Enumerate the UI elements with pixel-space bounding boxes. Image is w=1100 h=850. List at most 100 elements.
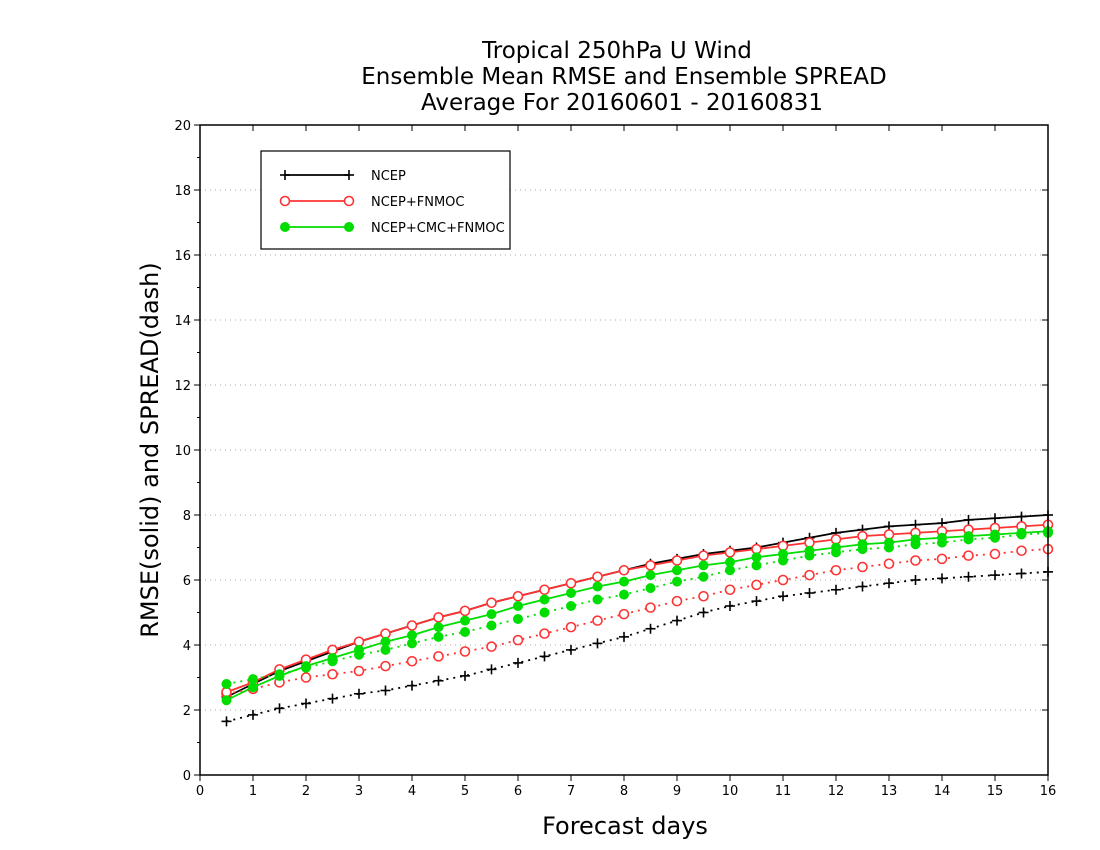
spread-point: [380, 660, 391, 672]
x-tick-label: 4: [408, 784, 416, 799]
spread-point: [512, 634, 524, 646]
y-axis-label: RMSE(solid) and SPREAD(dash): [136, 262, 164, 638]
spread-point: [671, 595, 683, 607]
spread-point: [777, 574, 789, 586]
spread-point: [698, 607, 709, 618]
y-tick-label: 0: [183, 769, 191, 784]
spread-point: [301, 698, 311, 709]
rmse-point: [671, 555, 683, 566]
title-line-2: Ensemble Mean RMSE and Ensemble SPREAD: [361, 64, 886, 90]
rmse-point: [672, 565, 682, 576]
spread-line: [226, 531, 1049, 685]
spread-point: [433, 651, 444, 662]
spread-point: [645, 623, 656, 634]
spread-point: [936, 553, 948, 565]
spread-point: [1016, 545, 1027, 557]
rmse-point: [459, 605, 471, 617]
rmse-point: [565, 577, 577, 589]
spread-point: [513, 657, 523, 668]
spread-point: [937, 573, 947, 584]
rmse-point: [645, 560, 656, 571]
rmse-point: [857, 539, 868, 550]
x-tick-label: 12: [828, 784, 845, 799]
spread-point: [486, 620, 497, 631]
spread-point: [459, 646, 471, 657]
spread-point: [460, 670, 470, 681]
x-tick-label: 8: [620, 784, 628, 799]
x-tick-label: 6: [514, 784, 522, 799]
spread-point: [778, 591, 788, 602]
rmse-point: [221, 695, 232, 706]
x-tick-label: 2: [302, 784, 310, 799]
spread-point: [910, 575, 921, 585]
spread-point: [486, 664, 497, 675]
rmse-point: [513, 601, 523, 611]
x-tick-label: 1: [249, 784, 257, 799]
spread-point: [300, 672, 312, 683]
spread-point: [592, 638, 603, 649]
spread-point: [565, 621, 577, 633]
rmse-point: [778, 549, 788, 559]
rmse-point: [751, 552, 762, 563]
spread-point: [406, 655, 418, 667]
rmse-point: [301, 661, 311, 672]
rmse-point: [433, 612, 444, 623]
spread-point: [963, 571, 974, 582]
spread-point: [910, 555, 921, 566]
rmse-point: [618, 564, 630, 576]
rmse-point: [512, 590, 524, 602]
y-tick-label: 2: [183, 704, 191, 719]
rmse-point: [539, 584, 550, 596]
legend-marker-right: [343, 195, 355, 207]
spread-point: [619, 631, 629, 642]
x-tick-label: 16: [1040, 784, 1057, 799]
spread-point: [592, 594, 603, 605]
rmse-line: [226, 530, 1049, 702]
spread-point: [221, 679, 232, 689]
rmse-point: [433, 622, 444, 633]
spread-point: [884, 578, 894, 589]
rmse-point: [539, 594, 550, 605]
legend-marker-right: [344, 170, 354, 180]
chart-title: Tropical 250hPa U Wind Ensemble Mean RMS…: [361, 38, 886, 116]
rmse-point: [592, 571, 603, 583]
legend-marker-right: [344, 222, 354, 232]
rmse-point: [406, 620, 418, 631]
spread-point: [592, 615, 603, 626]
spread-point: [672, 576, 682, 587]
rmse-line: [226, 514, 1049, 698]
spread-point: [566, 644, 576, 655]
rmse-point: [407, 630, 417, 641]
plot-series: [221, 510, 1054, 727]
rmse-point: [486, 597, 497, 609]
spread-line: [226, 548, 1049, 695]
rmse-point: [910, 534, 921, 545]
spread-point: [380, 685, 391, 696]
spread-point: [857, 581, 868, 592]
rmse-point: [248, 682, 258, 693]
spread-point: [751, 596, 762, 607]
rmse-point: [566, 588, 576, 598]
spread-point: [990, 570, 1000, 581]
rmse-point: [380, 636, 391, 647]
y-tick-label: 16: [174, 249, 191, 264]
spread-point: [672, 615, 682, 626]
y-tick-label: 20: [174, 119, 191, 134]
x-tick-label: 7: [567, 784, 575, 799]
rmse-point: [592, 581, 603, 592]
y-tick-label: 14: [174, 314, 191, 329]
legend-label: NCEP: [371, 169, 406, 184]
rmse-point: [486, 609, 497, 620]
spread-point: [486, 641, 497, 652]
x-tick-label: 13: [881, 784, 898, 799]
y-tick-label: 8: [183, 509, 191, 524]
spread-point: [433, 631, 444, 642]
rmse-point: [963, 514, 974, 525]
legend-marker-left: [280, 170, 290, 180]
y-tick-label: 4: [183, 639, 191, 654]
spread-line: [226, 570, 1049, 723]
legend-box: [260, 150, 511, 250]
rmse-point: [990, 529, 1000, 540]
